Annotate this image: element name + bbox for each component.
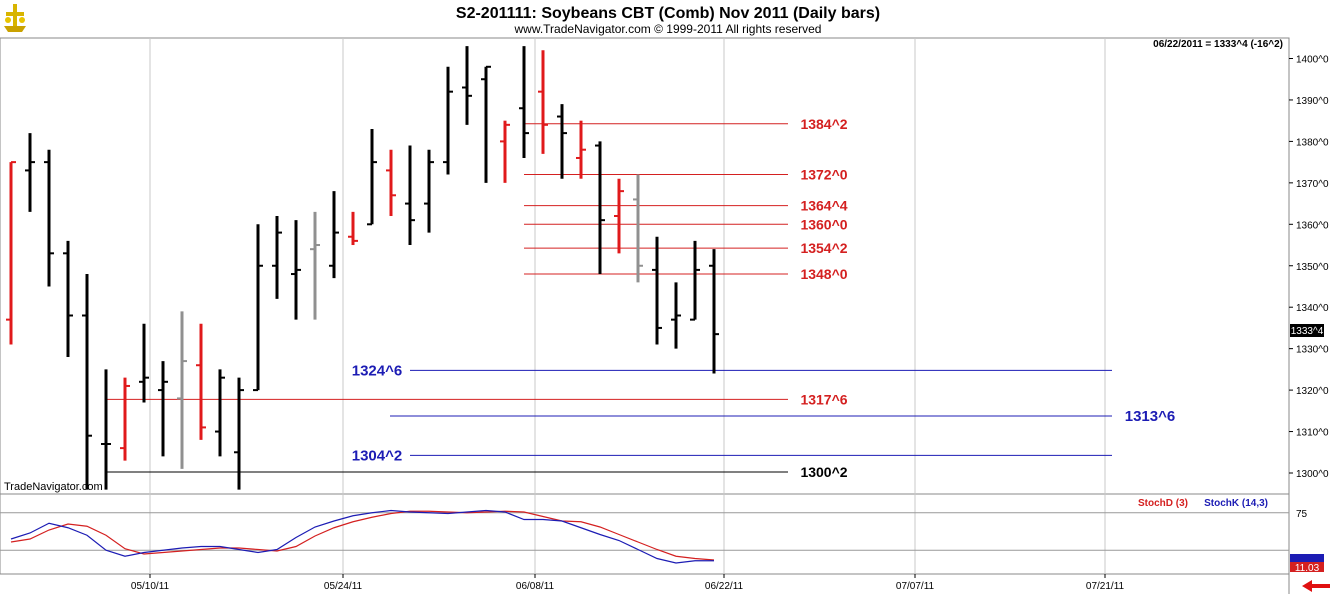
price-panel-frame <box>0 37 1290 495</box>
ohlc-bar <box>348 211 358 246</box>
ohlc-bar <box>690 240 700 321</box>
stoch-current-box-k <box>1290 554 1324 562</box>
ohlc-bar <box>481 65 491 183</box>
ohlc-bar <box>6 161 16 345</box>
ohlc-bar <box>519 46 529 158</box>
date-tick-label: 07/21/11 <box>1086 581 1125 592</box>
ohlc-bar <box>44 149 54 287</box>
ohlc-bar <box>234 377 244 490</box>
price-level-label: 1304^2 <box>352 447 402 464</box>
price-level-label: 1313^6 <box>1125 408 1175 425</box>
price-level-label: 1364^4 <box>800 198 847 214</box>
ohlc-bar <box>158 361 168 457</box>
ohlc-bar <box>196 323 206 440</box>
ohlc-bar <box>63 240 73 357</box>
current-price-label: 1333^4 <box>1291 326 1324 337</box>
ohlc-bar <box>386 149 396 217</box>
ohlc-bar <box>576 120 586 179</box>
ohlc-bar <box>177 311 187 469</box>
date-tick-label: 07/07/11 <box>896 581 935 592</box>
stoch-series-line <box>10 509 714 564</box>
ohlc-bar <box>329 191 339 279</box>
chart-copyright: www.TradeNavigator.com © 1999-2011 All r… <box>514 22 822 36</box>
price-axis: 1300^0 1310^0 1320^0 1330^0 1340^0 1350^0 1360… <box>1289 55 1329 480</box>
current-price-box <box>1290 324 1324 337</box>
price-tick-label: 1330^0 <box>1296 345 1329 356</box>
ohlc-bar <box>709 249 719 374</box>
price-tick-label: 1340^0 <box>1296 303 1329 314</box>
ohlc-bar <box>614 178 624 254</box>
ohlc-bar <box>253 224 263 392</box>
price-tick-label: 1380^0 <box>1296 137 1329 148</box>
price-level-label: 1324^6 <box>352 362 402 379</box>
stoch-tick-label: 75 <box>1296 509 1308 520</box>
stochk-legend: StochK (14,3) <box>1204 498 1268 509</box>
ohlc-bar <box>291 220 301 320</box>
ohlc-bar <box>500 120 510 183</box>
ohlc-bar <box>120 377 130 461</box>
ohlc-bar <box>82 274 92 490</box>
price-level-label: 1384^2 <box>800 116 847 132</box>
price-tick-label: 1360^0 <box>1296 220 1329 231</box>
ohlc-bar <box>652 236 662 345</box>
price-level-label: 1300^2 <box>800 464 847 480</box>
ohlc-bar <box>462 46 472 125</box>
stoch-current-box-d <box>1290 562 1324 572</box>
price-tick-label: 1300^0 <box>1296 469 1329 480</box>
price-level-label: 1372^0 <box>800 167 847 183</box>
ohlc-bar <box>405 145 415 246</box>
ohlc-bar <box>310 211 320 320</box>
scroll-left-arrow-icon[interactable] <box>1302 580 1330 592</box>
price-tick-label: 1320^0 <box>1296 386 1329 397</box>
price-levels: 1384^2 1372^0 1364^4 1360^0 1354^2 1348^0 1324… <box>105 116 1175 480</box>
stoch-current-value: 11.03 <box>1295 563 1320 574</box>
date-tick-label: 05/24/11 <box>324 581 363 592</box>
ohlc-bar <box>139 323 149 403</box>
price-level-label: 1348^0 <box>800 266 847 282</box>
date-tick-label: 06/22/11 <box>705 581 744 592</box>
stochd-legend: StochD (3) <box>1138 498 1188 509</box>
ohlc-bar <box>671 282 681 349</box>
ohlc-bar <box>101 369 111 490</box>
ohlc-bar <box>424 149 434 233</box>
ohlc-bar <box>538 50 548 154</box>
watermark: TradeNavigator.com <box>4 481 103 493</box>
grid <box>149 38 1106 574</box>
stoch-series-line <box>10 510 715 561</box>
price-tick-label: 1390^0 <box>1296 96 1329 107</box>
tradenavigator-logo <box>4 4 26 32</box>
price-tick-label: 1370^0 <box>1296 179 1329 190</box>
stochastic-panel: 75 <box>0 509 1308 564</box>
ohlc-bar <box>633 174 643 283</box>
ohlc-bar <box>215 369 225 457</box>
chart-title: S2-201111: Soybeans CBT (Comb) Nov 2011 … <box>456 5 880 22</box>
price-tick-label: 1350^0 <box>1296 262 1329 273</box>
ohlc-bar <box>272 216 282 299</box>
ohlc-bar <box>367 128 377 226</box>
price-tick-label: 1400^0 <box>1296 55 1329 66</box>
ohlc-bar <box>25 133 35 212</box>
price-level-label: 1354^2 <box>800 240 847 256</box>
price-level-label: 1360^0 <box>800 216 847 232</box>
price-readout: 06/22/2011 = 1333^4 (-16^2) <box>1153 39 1283 50</box>
stoch-panel-frame <box>0 493 1290 575</box>
date-axis: 05/10/11 05/24/11 06/08/11 06/22/11 07/07/11… <box>131 574 1125 592</box>
ohlc-bar <box>557 104 567 179</box>
ohlc-bar <box>595 141 605 275</box>
ohlc-bars <box>6 46 719 490</box>
ohlc-bar <box>443 66 453 175</box>
date-tick-label: 06/08/11 <box>516 581 555 592</box>
price-tick-label: 1310^0 <box>1296 428 1329 439</box>
price-level-label: 1317^6 <box>800 391 847 407</box>
date-tick-label: 05/10/11 <box>131 581 170 592</box>
